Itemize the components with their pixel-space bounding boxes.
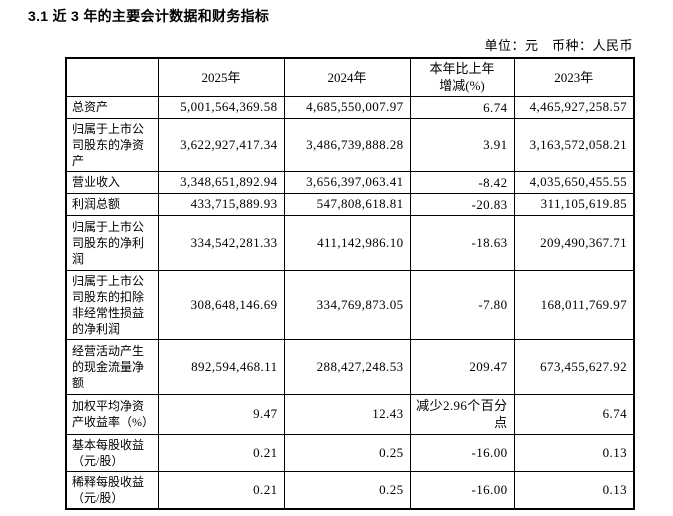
column-header-2025: 2025年 (157, 57, 285, 97)
value-2023: 0.13 (513, 470, 635, 509)
value-2025: 892,594,468.11 (157, 338, 285, 395)
column-header-change: 本年比上年 增减(%) (409, 57, 515, 97)
row-label: 经营活动产生 的现金流量净 额 (65, 338, 159, 395)
value-2024: 288,427,248.53 (283, 338, 411, 395)
value-2023: 3,163,572,058.21 (513, 117, 635, 172)
table-row-revenue: 营业收入 3,348,651,892.94 3,656,397,063.41 -… (65, 170, 635, 194)
value-2025: 5,001,564,369.58 (157, 95, 285, 119)
financial-indicators-table: 2025年 2024年 本年比上年 增减(%) 2023年 总资产 5,001,… (65, 57, 635, 510)
value-2025: 3,622,927,417.34 (157, 117, 285, 172)
value-2025: 433,715,889.93 (157, 192, 285, 216)
table-row-basic-eps: 基本每股收益 （元/股） 0.21 0.25 -16.00 0.13 (65, 433, 635, 472)
table-row-net-profit: 归属于上市公 司股东的净利 润 334,542,281.33 411,142,9… (65, 214, 635, 271)
value-change: -16.00 (409, 433, 515, 472)
value-change: -8.42 (409, 170, 515, 194)
value-2023: 6.74 (513, 393, 635, 435)
value-change: -16.00 (409, 470, 515, 509)
table-row-net-profit-excl-nonrecurring: 归属于上市公 司股东的扣除 非经常性损益 的净利润 308,648,146.69… (65, 269, 635, 340)
value-2023: 311,105,619.85 (513, 192, 635, 216)
value-change: 减少2.96个百分 点 (409, 393, 515, 435)
row-label: 总资产 (65, 95, 159, 119)
value-2024: 3,486,739,888.28 (283, 117, 411, 172)
value-2023: 673,455,627.92 (513, 338, 635, 395)
value-2023: 4,465,927,258.57 (513, 95, 635, 119)
value-2024: 547,808,618.81 (283, 192, 411, 216)
value-change: 209.47 (409, 338, 515, 395)
value-2024: 0.25 (283, 433, 411, 472)
value-2024: 3,656,397,063.41 (283, 170, 411, 194)
value-2025: 0.21 (157, 433, 285, 472)
header-row: 2025年 2024年 本年比上年 增减(%) 2023年 (65, 57, 635, 97)
column-header-2024: 2024年 (283, 57, 411, 97)
row-label: 利润总额 (65, 192, 159, 216)
value-change: 3.91 (409, 117, 515, 172)
table-row-net-assets: 归属于上市公 司股东的净资 产 3,622,927,417.34 3,486,7… (65, 117, 635, 172)
unit-currency-note: 单位：元 币种：人民币 (484, 38, 633, 53)
value-2024: 334,769,873.05 (283, 269, 411, 340)
value-2025: 3,348,651,892.94 (157, 170, 285, 194)
row-label: 归属于上市公 司股东的净利 润 (65, 214, 159, 271)
value-2023: 0.13 (513, 433, 635, 472)
table-row-diluted-eps: 稀释每股收益 （元/股） 0.21 0.25 -16.00 0.13 (65, 470, 635, 509)
value-change: -20.83 (409, 192, 515, 216)
value-2024: 0.25 (283, 470, 411, 509)
value-2024: 411,142,986.10 (283, 214, 411, 271)
value-2025: 0.21 (157, 470, 285, 509)
value-change: -7.80 (409, 269, 515, 340)
row-label: 归属于上市公 司股东的扣除 非经常性损益 的净利润 (65, 269, 159, 340)
value-change: 6.74 (409, 95, 515, 119)
table-row-weighted-avg-roe: 加权平均净资 产收益率（%） 9.47 12.43 减少2.96个百分 点 6.… (65, 393, 635, 435)
value-2025: 308,648,146.69 (157, 269, 285, 340)
value-2023: 4,035,650,455.55 (513, 170, 635, 194)
row-label: 稀释每股收益 （元/股） (65, 470, 159, 509)
value-2024: 4,685,550,007.97 (283, 95, 411, 119)
table-row-total-profit: 利润总额 433,715,889.93 547,808,618.81 -20.8… (65, 192, 635, 216)
value-2023: 168,011,769.97 (513, 269, 635, 340)
column-header-2023: 2023年 (513, 57, 635, 97)
section-title: 3.1 近 3 年的主要会计数据和财务指标 (28, 8, 270, 24)
value-2025: 9.47 (157, 393, 285, 435)
value-change: -18.63 (409, 214, 515, 271)
row-label: 归属于上市公 司股东的净资 产 (65, 117, 159, 172)
table-row-total-assets: 总资产 5,001,564,369.58 4,685,550,007.97 6.… (65, 95, 635, 119)
row-label: 营业收入 (65, 170, 159, 194)
row-label: 基本每股收益 （元/股） (65, 433, 159, 472)
value-2023: 209,490,367.71 (513, 214, 635, 271)
column-header-indicator (65, 57, 159, 97)
row-label: 加权平均净资 产收益率（%） (65, 393, 159, 435)
value-2024: 12.43 (283, 393, 411, 435)
value-2025: 334,542,281.33 (157, 214, 285, 271)
table-row-operating-cash-flow: 经营活动产生 的现金流量净 额 892,594,468.11 288,427,2… (65, 338, 635, 395)
